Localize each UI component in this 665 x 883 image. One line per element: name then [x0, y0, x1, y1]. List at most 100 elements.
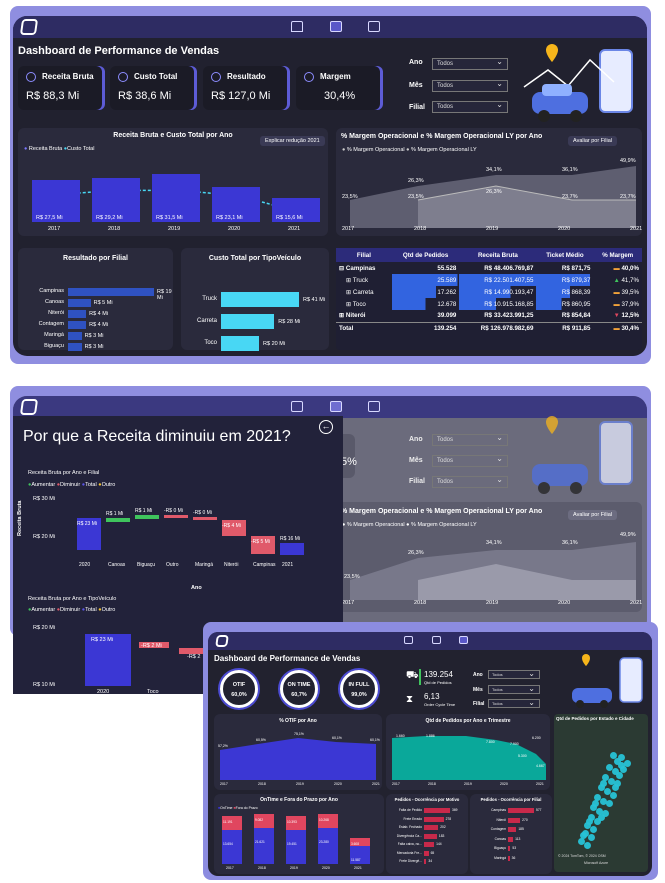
data-label: 369 — [452, 808, 458, 812]
table-row[interactable]: ⊞ Truck 25.589 R$ 22.501.407,55 R$ 879,37 ▲ … — [336, 274, 642, 286]
briefcase-icon[interactable] — [459, 636, 468, 644]
chart-title: Resultado por Filial — [63, 255, 128, 262]
x-tick: 2020 — [79, 562, 91, 568]
x-tick: 2018 — [414, 600, 427, 606]
waterfall-bar — [280, 543, 304, 555]
filter-ano-dropdown[interactable]: Todos — [432, 57, 508, 70]
waterfall-title: Receita Bruta por Ano e Filial — [28, 470, 100, 476]
col-header[interactable]: Qtd de Pedidos — [402, 251, 449, 259]
chart-title: % Margem Operacional e % Margem Operacio… — [341, 133, 543, 140]
col-header[interactable]: Filial — [356, 251, 371, 259]
panel-title: Por que a Receita diminuiu em 2021? — [23, 428, 291, 445]
home-icon[interactable] — [404, 636, 413, 644]
filter-filial-dropdown[interactable]: Todos — [432, 100, 508, 113]
bar — [508, 827, 517, 832]
bar — [221, 336, 260, 351]
map-point — [594, 794, 601, 801]
table-row[interactable]: ⊟ Campinas 55.528 R$ 48.406.769,87 R$ 871,7… — [336, 262, 642, 274]
col-header[interactable]: Receita Bruta — [477, 251, 518, 259]
home-icon[interactable] — [291, 401, 303, 412]
filter-filial-dropdown[interactable]: Todos — [488, 698, 540, 708]
table-row[interactable]: ⊞ Toco 12.678 R$ 10.915.168,85 R$ 860,95 ▬ 3… — [336, 298, 642, 310]
data-label: 9.082 — [255, 818, 263, 822]
data-label: 10.268 — [319, 818, 329, 822]
orders-label: Qtd de Pedidos — [424, 680, 452, 685]
data-label: 26,3% — [408, 550, 424, 556]
data-label: 34,1% — [486, 167, 502, 173]
briefcase-icon[interactable] — [368, 21, 380, 32]
filter-filial-dropdown[interactable]: Todos — [432, 475, 508, 488]
bar — [424, 825, 439, 830]
stack-top — [286, 816, 306, 830]
x-tick: 2020 — [558, 226, 571, 232]
avaliar-button[interactable]: Avaliar por Filial — [568, 510, 618, 520]
cell-text: 39,5% — [621, 288, 639, 296]
waterfall-bar — [251, 536, 275, 554]
otif-gauge: OTIF 60,0% — [220, 670, 258, 708]
chart-title: Qtd de Pedidos por Ano e Trimestre — [425, 718, 511, 724]
y-axis-label: Receita Bruta — [17, 500, 23, 536]
percent-icon — [304, 72, 314, 82]
data-label: 23.280 — [319, 840, 329, 844]
expand-icon[interactable]: ⊞ — [339, 312, 346, 320]
table-cell: ⊞ Truck — [336, 274, 392, 286]
bar-label: Campinas — [491, 808, 506, 812]
col-header[interactable]: Ticket Médio — [546, 251, 584, 259]
table-cell: Total — [336, 322, 392, 334]
data-label: 5.300 — [518, 754, 527, 758]
x-tick: 2019 — [464, 782, 472, 786]
y-tick: R$ 20 Mi — [33, 625, 56, 631]
legend-item: Outro — [101, 607, 116, 613]
gauge-label: ON TIME — [287, 682, 311, 688]
cell-text: 12,5% — [621, 312, 639, 320]
filter-ano-dropdown[interactable]: Todos — [432, 433, 508, 446]
expand-icon[interactable]: ⊞ — [346, 276, 353, 284]
kpi-value: R$ 88,3 Mi — [26, 90, 80, 102]
briefcase-icon[interactable] — [368, 401, 380, 412]
explicar-button[interactable]: Explicar redução 2021 — [260, 136, 325, 146]
report-icon[interactable] — [330, 401, 342, 412]
table-row[interactable]: ⊞ Carreta 17.262 R$ 14.990.193,47 R$ 868,39… — [336, 286, 642, 298]
map-visual[interactable]: Qtd de Pedidos por Estado e Cidade © 202… — [554, 714, 648, 872]
home-icon[interactable] — [291, 21, 303, 32]
map-brand: Microsoft Azure — [584, 861, 609, 865]
data-label: 4.667 — [536, 764, 545, 768]
data-label: R$ 15,6 Mi — [276, 215, 303, 221]
table-cell: 12.678 — [391, 298, 460, 310]
filter-mes-dropdown[interactable]: Todos — [432, 79, 508, 92]
report-icon[interactable] — [330, 21, 342, 32]
filter-mes-dropdown[interactable]: Todos — [488, 684, 540, 694]
bar-label: Maringá — [44, 332, 64, 338]
bar-label: Niterói — [48, 310, 64, 316]
bar — [424, 859, 427, 864]
table-row[interactable]: ⊞ Niterói 39.099 R$ 33.423.991,25 R$ 854,84… — [336, 310, 642, 322]
data-label: 23,7% — [620, 194, 636, 200]
x-tick: 2020 — [334, 782, 342, 786]
x-tick: 2018 — [108, 226, 121, 232]
kpi-label: Custo Total — [134, 72, 178, 81]
bar-label: Contagem — [490, 827, 506, 831]
expand-icon[interactable]: ⊞ — [346, 288, 353, 296]
col-header[interactable]: % Margem — [602, 251, 634, 259]
kpi-card-custo: Custo Total R$ 38,6 Mi — [110, 66, 194, 110]
bar-label: Carreta — [196, 318, 217, 324]
report-icon[interactable] — [432, 636, 441, 644]
kpi-value: R$ 38,6 Mi — [118, 90, 172, 102]
x-tick: 2019 — [486, 600, 499, 606]
filter-mes-dropdown[interactable]: Todos — [432, 454, 508, 467]
table-row[interactable]: Total 139.254 R$ 126.978.982,69 R$ 911,85 ▬ … — [336, 322, 642, 334]
data-label: 1.886 — [426, 734, 435, 738]
page-title: Dashboard de Performance de Vendas — [18, 45, 220, 57]
table-cell: ▬ 37,9% — [593, 298, 642, 310]
cell-text: 30,4% — [621, 324, 639, 332]
expand-icon[interactable]: ⊟ — [339, 264, 346, 272]
back-arrow-icon[interactable]: ← — [319, 420, 333, 434]
avaliar-button[interactable]: Avaliar por Filial — [568, 136, 618, 146]
data-label: 183 — [438, 833, 445, 838]
expand-icon[interactable]: ⊞ — [346, 300, 353, 308]
filter-ano-dropdown[interactable]: Todos — [488, 669, 540, 679]
cycle-value: 6,13 — [424, 692, 440, 701]
custo-tipo-chart: Custo Total por TipoVeículo Truck R$ 41 M… — [181, 248, 329, 351]
table-cell: ▬ 39,5% — [593, 286, 642, 298]
gauge-value: 99,0% — [351, 692, 367, 698]
